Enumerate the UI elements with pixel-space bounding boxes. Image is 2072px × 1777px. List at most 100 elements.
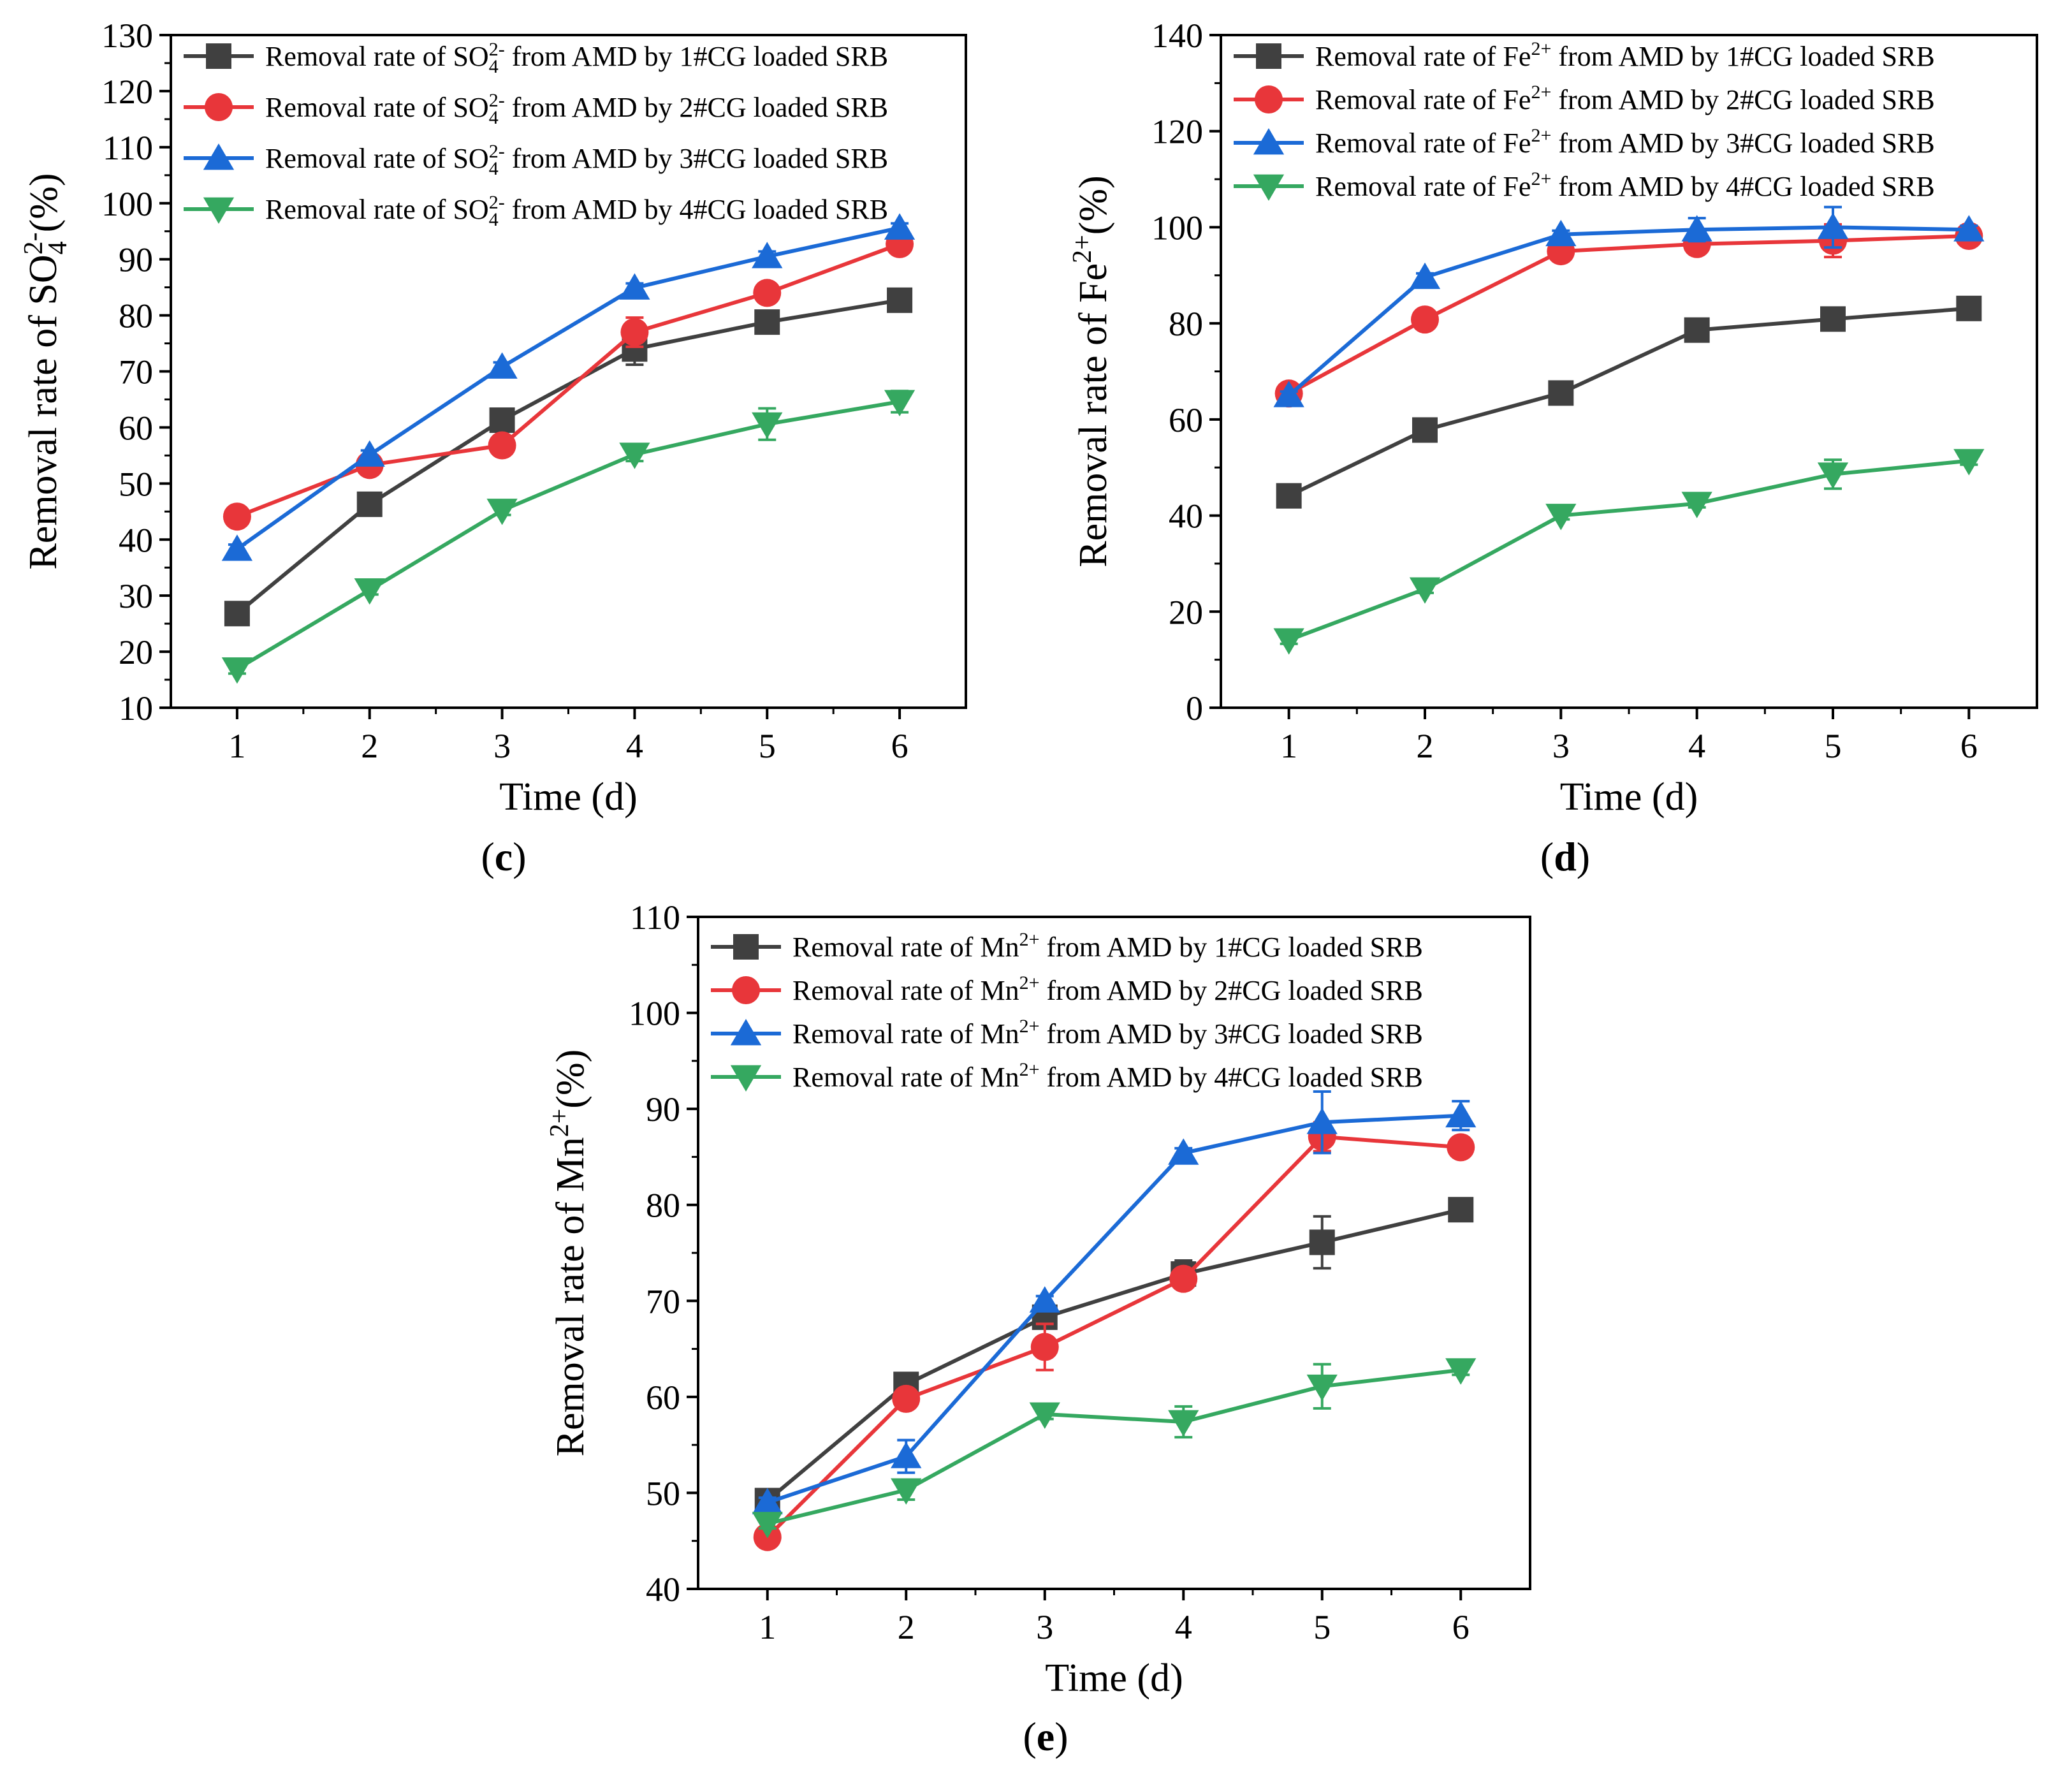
data-point: [1445, 1358, 1477, 1385]
data-point: [1545, 504, 1577, 530]
legend-entry-3: Removal rate of Mn2+ from AMD by 3#CG lo…: [711, 1016, 1423, 1049]
data-point: [486, 499, 518, 525]
data-point: [891, 1478, 922, 1505]
legend-marker: [1253, 174, 1285, 201]
y-tick-label: 100: [1151, 208, 1203, 247]
x-axis-title: Time (d): [1560, 775, 1698, 819]
x-tick-label: 4: [1175, 1608, 1192, 1646]
legend-marker: [730, 1019, 762, 1046]
x-tick-label: 6: [891, 727, 908, 765]
x-tick-label: 5: [1313, 1608, 1331, 1646]
data-point: [752, 412, 783, 439]
legend-label: Removal rate of Fe2+ from AMD by 1#CG lo…: [1315, 38, 1935, 72]
data-point: [887, 287, 913, 313]
y-axis-title: Removal rate of Mn2+(%): [545, 1049, 592, 1457]
data-point: [752, 1512, 783, 1539]
data-point: [1169, 1264, 1198, 1293]
chart-panel-d: 0 20 40 60 80 100 120 140 1 2 3 4 5 6 Time (d) Removal …: [1068, 17, 2038, 879]
x-tick-label: 2: [898, 1608, 915, 1646]
series-line: [236, 298, 900, 615]
data-point: [223, 502, 251, 531]
y-tick-label: 120: [101, 73, 153, 111]
y-tick-label: 20: [119, 633, 153, 671]
x-tick-label: 5: [759, 727, 776, 765]
series-line: [1287, 225, 1969, 397]
series-4: [752, 1358, 1477, 1539]
y-tick-label: 100: [629, 995, 680, 1033]
y-tick-label: 30: [119, 577, 153, 615]
data-point: [1820, 306, 1846, 332]
series-line: [236, 226, 900, 551]
y-tick-label: 70: [646, 1282, 680, 1320]
legend-entry-1: Removal rate of Mn2+ from AMD by 1#CG lo…: [711, 929, 1423, 963]
data-point: [1681, 492, 1712, 518]
data-point: [1273, 381, 1304, 407]
y-axis-title: Removal rate of Fe2+(%): [1068, 175, 1115, 567]
data-point: [1817, 212, 1849, 239]
y-tick-label: 10: [119, 689, 153, 728]
legend-label: Removal rate of Mn2+ from AMD by 4#CG lo…: [792, 1059, 1423, 1093]
y-tick-label: 40: [646, 1570, 680, 1609]
x-tick-label: 3: [1552, 727, 1570, 765]
series-line: [1288, 458, 1969, 642]
y-tick-label: 80: [119, 297, 153, 335]
legend-entry-1: Removal rate of Fe2+ from AMD by 1#CG lo…: [1234, 38, 1935, 72]
y-tick-label: 110: [103, 129, 153, 167]
data-point: [354, 440, 385, 467]
data-point: [1412, 417, 1438, 443]
chart-panel-c: 10 20 30 40 50 60 70 80 90 100 110 120 130 1 2 3 4 5 6 Time…: [19, 17, 967, 879]
y-tick-label: 80: [646, 1187, 680, 1225]
series-1: [224, 287, 913, 627]
legend-label: Removal rate of Fe2+ from AMD by 4#CG lo…: [1315, 168, 1935, 202]
data-point: [619, 273, 650, 300]
legend-marker: [730, 1065, 762, 1092]
data-point: [1030, 1333, 1059, 1361]
data-point: [1029, 1402, 1060, 1429]
series-line: [1288, 233, 1969, 395]
y-tick-label: 80: [1169, 305, 1203, 343]
data-point: [488, 431, 516, 460]
legend-entry-3: Removal rate of SO42- from AMD by 3#CG l…: [184, 141, 888, 179]
data-point: [1306, 1374, 1338, 1401]
data-point: [1545, 219, 1577, 247]
y-tick-label: 130: [101, 17, 153, 55]
legend-entry-4: Removal rate of SO42- from AMD by 4#CG l…: [184, 192, 888, 230]
data-point: [1445, 1101, 1477, 1128]
series-2: [753, 1121, 1475, 1551]
series-line: [767, 1368, 1461, 1526]
panel-label: (c): [481, 834, 526, 879]
data-point: [1953, 215, 1985, 242]
data-point: [1309, 1229, 1335, 1255]
y-tick-label: 100: [101, 185, 153, 223]
data-point: [752, 1488, 783, 1514]
x-tick-label: 1: [228, 727, 245, 765]
x-tick-label: 6: [1960, 727, 1978, 765]
legend-marker: [733, 934, 759, 960]
series-3: [221, 213, 916, 561]
data-point: [752, 242, 783, 268]
data-point: [486, 352, 518, 379]
legend-label: Removal rate of SO42- from AMD by 4#CG l…: [265, 192, 888, 230]
legend-entry-4: Removal rate of Fe2+ from AMD by 4#CG lo…: [1234, 168, 1935, 202]
data-point: [356, 491, 383, 517]
data-point: [221, 657, 253, 684]
x-tick-label: 4: [626, 727, 643, 765]
y-tick-label: 90: [119, 241, 153, 279]
data-point: [1956, 295, 1982, 321]
series-3: [752, 1090, 1477, 1514]
data-point: [1817, 462, 1849, 489]
series-line: [766, 1113, 1461, 1505]
legend-marker: [732, 976, 760, 1004]
data-point: [619, 442, 650, 469]
data-point: [1409, 262, 1441, 289]
data-point: [1684, 317, 1710, 343]
legend-label: Removal rate of Mn2+ from AMD by 2#CG lo…: [792, 972, 1423, 1006]
y-tick-label: 50: [646, 1474, 680, 1512]
y-tick-label: 60: [646, 1378, 680, 1417]
legend-entry-3: Removal rate of Fe2+ from AMD by 3#CG lo…: [1234, 125, 1935, 159]
legend-marker: [206, 43, 231, 69]
y-tick-label: 40: [1169, 497, 1203, 536]
data-point: [891, 1442, 922, 1468]
chart-panel-e: 40 50 60 70 80 90 100 110 1 2 3 4 5 6 Time (d) Removal …: [545, 898, 1531, 1759]
legend-entry-1: Removal rate of SO42- from AMD by 1#CG l…: [184, 39, 888, 77]
